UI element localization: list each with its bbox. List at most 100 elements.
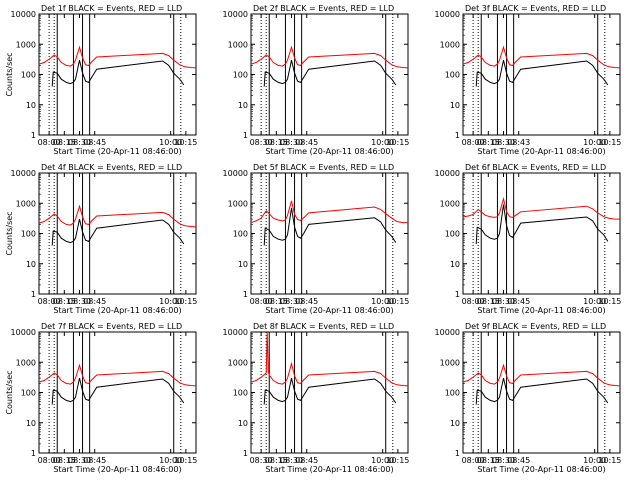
plot-frame (462, 13, 621, 136)
x-tick-label: 08:30 (492, 456, 515, 465)
y-tick-label: 1000 (16, 199, 36, 208)
series-black-line (51, 59, 185, 87)
series-red-line (250, 200, 408, 224)
chart-title: Det 4f BLACK = Events, RED = LLD (41, 163, 182, 172)
y-tick-label: 1 (31, 131, 36, 140)
x-tick-label: 10:00 (583, 138, 606, 147)
y-tick-label: 1 (243, 131, 248, 140)
x-tick-label: 08:45 (295, 297, 318, 306)
x-tick-label: 08:15 (53, 297, 76, 306)
y-tick-label: 1000 (16, 358, 36, 367)
series-red-line (250, 331, 409, 387)
y-tick-label: 1000 (16, 40, 36, 49)
y-tick-label: 10000 (223, 328, 248, 337)
series-black-line (51, 218, 185, 246)
x-tick-label: 08:15 (477, 297, 500, 306)
y-tick-label: 100 (233, 389, 248, 398)
y-tick-label: 10 (450, 101, 460, 110)
x-tick-label: 08:45 (507, 297, 530, 306)
x-tick-label: 08:45 (295, 138, 318, 147)
x-tick-label: 08:30 (492, 138, 515, 147)
series-red-line (462, 363, 621, 387)
plot-frame (38, 172, 197, 295)
x-tick-label: 08:15 (477, 138, 500, 147)
x-tick-label: 10:15 (386, 138, 409, 147)
series-black-line (475, 204, 609, 245)
x-tick-label: 08:00 (38, 297, 61, 306)
y-tick-label: 10000 (435, 10, 460, 19)
plot-frame (38, 331, 197, 454)
chart-title: Det 5f BLACK = Events, RED = LLD (253, 163, 394, 172)
plot-frame (250, 331, 409, 454)
x-tick-label: 08:30 (280, 456, 303, 465)
x-tick-label: 08:45 (83, 138, 106, 147)
x-axis-label: Start Time (20-Apr-11 08:46:00) (53, 147, 181, 156)
y-tick-label: 1 (243, 290, 248, 299)
chart-title: Det 8f BLACK = Events, RED = LLD (253, 322, 394, 331)
x-tick-label: 08:15 (477, 456, 500, 465)
x-tick-label: 08:43 (507, 138, 530, 147)
series-black-line (475, 59, 609, 87)
series-red-line (462, 45, 621, 69)
x-tick-label: 10:00 (371, 138, 394, 147)
y-tick-label: 100 (233, 230, 248, 239)
x-tick-label: 08:15 (265, 138, 288, 147)
x-tick-label: 08:00 (38, 456, 61, 465)
y-axis-label: Counts/sec (5, 52, 14, 96)
x-tick-label: 08:30 (492, 297, 515, 306)
series-red-line (38, 204, 197, 228)
x-axis-label: Start Time (20-Apr-11 08:46:00) (53, 306, 181, 315)
x-tick-label: 10:15 (386, 456, 409, 465)
x-tick-label: 10:00 (371, 456, 394, 465)
chart-title: Det 6f BLACK = Events, RED = LLD (465, 163, 606, 172)
y-tick-label: 1 (31, 290, 36, 299)
chart-title: Det 1f BLACK = Events, RED = LLD (41, 4, 182, 13)
y-tick-label: 10000 (11, 328, 36, 337)
chart-title: Det 3f BLACK = Events, RED = LLD (465, 4, 606, 13)
x-tick-label: 08:30 (280, 138, 303, 147)
x-tick-label: 08:00 (462, 456, 485, 465)
series-black-line (263, 59, 397, 87)
y-tick-label: 100 (21, 71, 36, 80)
series-black-line (263, 377, 397, 405)
x-tick-label: 08:15 (53, 138, 76, 147)
y-axis-label: Counts/sec (5, 370, 14, 414)
y-tick-label: 1 (243, 449, 248, 458)
y-tick-label: 10000 (223, 169, 248, 178)
x-tick-label: 08:15 (265, 297, 288, 306)
y-tick-label: 1000 (228, 358, 248, 367)
series-black-line (263, 207, 397, 246)
y-tick-label: 10 (26, 419, 36, 428)
x-axis-label: Start Time (20-Apr-11 08:46:00) (477, 306, 605, 315)
y-tick-label: 1000 (228, 199, 248, 208)
x-tick-label: 08:30 (68, 456, 91, 465)
y-tick-label: 10000 (435, 328, 460, 337)
x-axis-label: Start Time (20-Apr-11 08:46:00) (477, 147, 605, 156)
x-tick-label: 10:15 (174, 297, 197, 306)
plot-frame (38, 13, 197, 136)
y-tick-label: 1 (455, 449, 460, 458)
y-tick-label: 10000 (11, 10, 36, 19)
y-tick-label: 100 (21, 389, 36, 398)
x-tick-label: 08:30 (250, 456, 273, 465)
x-tick-label: 10:00 (371, 297, 394, 306)
x-tick-label: 08:00 (250, 297, 273, 306)
plot-frame (462, 172, 621, 295)
series-black-line (51, 377, 185, 405)
x-tick-label: 08:15 (265, 456, 288, 465)
y-tick-label: 1 (455, 131, 460, 140)
x-tick-label: 08:45 (507, 456, 530, 465)
x-tick-label: 10:15 (386, 297, 409, 306)
x-tick-label: 10:00 (159, 138, 182, 147)
y-tick-label: 100 (445, 389, 460, 398)
plot-frame (250, 172, 409, 295)
y-tick-label: 100 (445, 71, 460, 80)
chart-title: Det 9f BLACK = Events, RED = LLD (465, 322, 606, 331)
